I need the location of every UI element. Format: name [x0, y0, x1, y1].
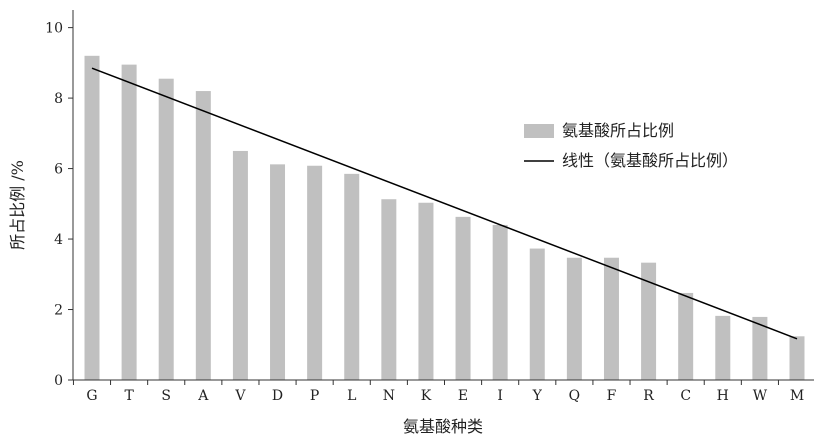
x-tick-label-C: C: [680, 388, 691, 404]
bar-G: [84, 55, 100, 381]
x-tick-label-R: R: [643, 388, 654, 404]
bar-H: [715, 315, 731, 380]
y-axis-title: 所占比例 /%: [8, 160, 27, 250]
bar-W: [752, 316, 768, 380]
bar-R: [641, 262, 657, 380]
bar-Q: [566, 257, 582, 380]
x-tick-label-N: N: [383, 388, 395, 404]
x-tick-label-G: G: [86, 388, 97, 404]
bar-Y: [529, 248, 545, 380]
x-tick-label-W: W: [753, 388, 768, 404]
y-tick-label: 6: [54, 162, 63, 178]
y-ticks-layer: 0 2 4 6 8 10: [45, 21, 73, 389]
bar-C: [678, 292, 694, 380]
y-tick-label: 10: [45, 21, 63, 37]
trendline: [91, 67, 798, 340]
bar-L: [344, 173, 360, 380]
x-tick-label-E: E: [458, 388, 468, 404]
bar-M: [789, 336, 805, 380]
legend-trend-label: 线性（氨基酸所占比例）: [562, 151, 738, 170]
x-tick-label-A: A: [197, 388, 209, 404]
axes-layer: [72, 10, 814, 381]
legend-bar-swatch: [524, 124, 554, 138]
x-tick-label-I: I: [497, 388, 503, 404]
y-tick-label: 2: [54, 303, 63, 319]
x-tick-label-K: K: [421, 388, 432, 404]
x-tick-label-M: M: [790, 388, 804, 404]
bar-F: [603, 257, 619, 380]
x-tick-label-F: F: [607, 388, 617, 404]
bar-I: [492, 224, 508, 380]
x-tick-label-P: P: [310, 388, 319, 404]
x-tick-label-L: L: [347, 388, 356, 404]
x-tick-label-T: T: [124, 388, 134, 404]
x-tick-label-Y: Y: [532, 388, 543, 404]
x-tick-label-D: D: [272, 388, 283, 404]
y-tick-label: 8: [54, 91, 63, 107]
legend-bar-label: 氨基酸所占比例: [562, 121, 674, 140]
bar-K: [418, 202, 434, 380]
trendline-layer: [91, 67, 798, 340]
y-tick-label: 4: [54, 232, 63, 248]
bar-V: [232, 150, 248, 380]
y-tick-label: 0: [54, 373, 63, 389]
x-tick-label-V: V: [234, 388, 246, 404]
bar-E: [455, 216, 471, 380]
bar-A: [195, 91, 211, 381]
x-axis-title: 氨基酸种类: [403, 417, 483, 436]
x-tick-label-Q: Q: [569, 388, 580, 404]
x-tick-label-S: S: [161, 388, 171, 404]
bar-N: [381, 199, 397, 380]
legend: 氨基酸所占比例 线性（氨基酸所占比例）: [524, 121, 738, 170]
bars-layer: [84, 55, 805, 381]
x-tick-label-H: H: [717, 388, 729, 404]
bar-T: [121, 64, 137, 381]
bar-S: [158, 78, 174, 381]
bar-P: [307, 165, 323, 380]
bar-D: [270, 164, 286, 380]
